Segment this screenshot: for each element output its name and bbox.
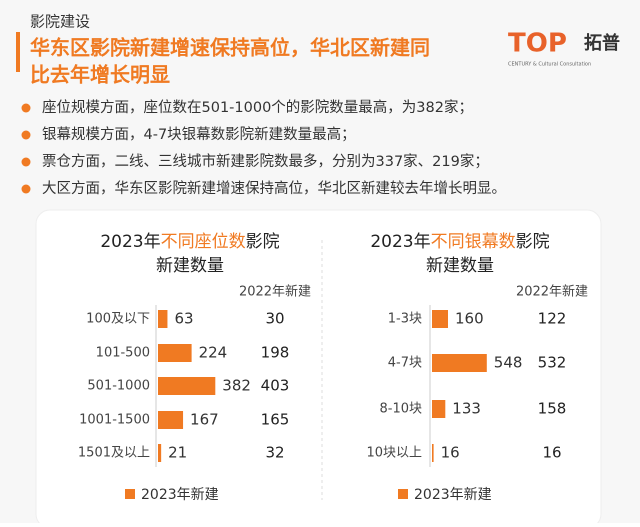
value-label: 63 <box>174 310 193 328</box>
bullet-text: 大区方面，华东区影院新建增速保持高位，华北区新建较去年增长明显。 <box>42 179 506 197</box>
column-header: 2022年新建 <box>516 284 588 300</box>
category-label: 100及以下 <box>86 312 150 327</box>
bullet-dot <box>21 157 31 167</box>
comparison-value: 198 <box>261 344 290 362</box>
bar <box>432 310 448 328</box>
comparison-value: 30 <box>265 310 284 328</box>
value-label: 160 <box>455 310 484 328</box>
title-line: 华东区影院新建增速保持高位，华北区新建同 <box>30 36 430 60</box>
category-label: 4-7块 <box>388 356 422 371</box>
comparison-value: 32 <box>265 444 284 462</box>
category-label: 101-500 <box>96 346 150 361</box>
value-label: 548 <box>494 354 523 372</box>
bullet-dot <box>21 130 31 140</box>
bullet-text: 票仓方面，二线、三线城市新建影院数最多，分别为337家、219家； <box>42 153 489 170</box>
logo-mark: TOP <box>508 29 567 59</box>
bar <box>158 377 216 395</box>
bar <box>158 444 162 462</box>
bar <box>158 344 192 362</box>
bullet-text: 座位规模方面，座位数在501-1000个的影院数量最高，为382家； <box>42 99 473 116</box>
bar <box>432 400 446 418</box>
chart-title: 2023年不同座位数影院 <box>100 232 279 252</box>
comparison-value: 16 <box>542 444 561 462</box>
title-part: 影院 <box>246 232 280 252</box>
comparison-value: 122 <box>538 310 567 328</box>
title-part: 不同银幕数 <box>431 232 516 252</box>
comparison-value: 532 <box>538 354 567 372</box>
column-header: 2022年新建 <box>239 284 311 300</box>
bullet-dot <box>21 184 31 194</box>
bar <box>158 411 184 429</box>
chart-title: 新建数量 <box>156 256 224 276</box>
value-label: 167 <box>190 411 219 429</box>
title-part: 影院 <box>516 232 550 252</box>
value-label: 133 <box>452 400 481 418</box>
category-label: 501-1000 <box>87 379 150 394</box>
comparison-value: 165 <box>261 411 290 429</box>
category-label: 10块以上 <box>366 446 422 461</box>
logo-name: 拓普 <box>584 32 620 54</box>
legend-swatch <box>398 489 408 499</box>
chart-title: 2023年不同银幕数影院 <box>370 232 549 252</box>
value-label: 21 <box>168 444 187 462</box>
bullet-dot <box>21 103 31 113</box>
comparison-value: 158 <box>538 400 567 418</box>
value-label: 224 <box>199 344 228 362</box>
logo-tagline: CENTURY & Cultural Consultation <box>508 62 591 68</box>
title-part: 2023年 <box>370 232 430 252</box>
title-part: 不同座位数 <box>161 232 246 252</box>
legend-swatch <box>125 489 135 499</box>
category-label: 1001-1500 <box>79 413 150 428</box>
card <box>35 209 602 527</box>
category-label: 1501及以上 <box>78 446 150 461</box>
accent-bar <box>16 32 20 72</box>
title-line: 比去年增长明显 <box>30 63 170 87</box>
category-label: 8-10块 <box>379 402 422 417</box>
bar <box>432 444 434 462</box>
chart-title: 新建数量 <box>426 256 494 276</box>
title-part: 2023年 <box>100 232 160 252</box>
legend-label: 2023年新建 <box>141 487 219 503</box>
section-label: 影院建设 <box>30 13 90 31</box>
legend-label: 2023年新建 <box>414 487 492 503</box>
bar <box>432 354 487 372</box>
category-label: 1-3块 <box>388 312 422 327</box>
comparison-value: 403 <box>261 377 290 395</box>
bullet-text: 银幕规模方面，4-7块银幕数影院新建数量最高； <box>42 126 356 143</box>
value-label: 382 <box>222 377 251 395</box>
value-label: 16 <box>441 444 460 462</box>
bar <box>158 310 168 328</box>
